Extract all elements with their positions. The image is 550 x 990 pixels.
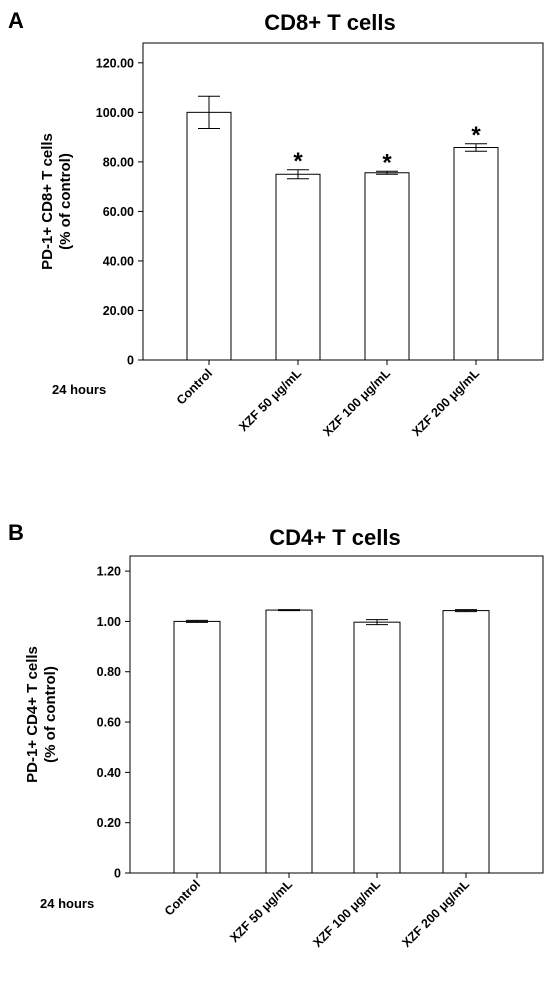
bar [364, 172, 410, 361]
bar [353, 621, 401, 874]
bar [442, 610, 490, 874]
y-axis-label-line: (% of control) [42, 666, 59, 763]
y-tick-label: 0.20 [97, 816, 121, 830]
x-tick-label: XZF 50 μg/mL [236, 366, 304, 434]
y-tick-label: 0 [114, 867, 121, 881]
y-tick-label: 40.00 [103, 254, 134, 268]
chart-panel-b: B CD4+ T cells 0 0.20 0.40 0.60 0.80 1.00 1.20 PD… [8, 520, 544, 950]
y-tick-label: 1.20 [97, 565, 121, 579]
y-axis-label: PD-1+ CD4+ T cells (% of control) [24, 646, 59, 783]
x-tick-label: XZF 100 μg/mL [320, 366, 393, 439]
x-tick-label: Control [162, 877, 203, 918]
x-tick-label: XZF 100 μg/mL [310, 877, 383, 950]
y-tick-label: 0 [127, 354, 134, 368]
chart-title: CD8+ T cells [264, 10, 395, 35]
x-tick-label: Control [174, 366, 215, 407]
y-tick-label: 80.00 [103, 155, 134, 169]
y-axis-label-line: PD-1+ CD4+ T cells [24, 646, 41, 783]
y-axis-label-line: PD-1+ CD8+ T cells [39, 133, 56, 270]
y-tick-label: 1.00 [97, 615, 121, 629]
chart-panel-a: A CD8+ T cells 0 20.00 40.00 60.00 80.00 100.00… [8, 8, 544, 439]
x-tick-label: XZF 200 μg/mL [399, 877, 472, 950]
y-tick-label: 120.00 [96, 56, 134, 70]
y-tick-label: 100.00 [96, 106, 134, 120]
y-tick-label: 0.80 [97, 665, 121, 679]
y-tick-label: 0.40 [97, 766, 121, 780]
significance-star: * [471, 122, 481, 149]
y-axis-label: PD-1+ CD8+ T cells (% of control) [39, 133, 74, 270]
significance-star: * [382, 149, 392, 176]
chart-title: CD4+ T cells [269, 525, 400, 550]
bar [173, 620, 221, 874]
panel-letter: A [8, 8, 24, 33]
x-tick-label: XZF 200 μg/mL [409, 366, 482, 439]
plot-frame [129, 555, 544, 874]
bar [275, 173, 321, 361]
y-axis-label-line: (% of control) [57, 153, 74, 250]
y-tick-label: 60.00 [103, 205, 134, 219]
significance-star: * [293, 148, 303, 175]
plot-frame [142, 42, 544, 361]
y-tick-label: 0.60 [97, 716, 121, 730]
bar [265, 609, 313, 874]
panel-letter: B [8, 520, 24, 545]
bar [453, 147, 499, 361]
y-tick-label: 20.00 [103, 304, 134, 318]
x-prefix-label: 24 hours [40, 896, 94, 911]
x-prefix-label: 24 hours [52, 382, 106, 397]
bar [186, 111, 232, 361]
x-tick-label: XZF 50 μg/mL [227, 877, 295, 945]
